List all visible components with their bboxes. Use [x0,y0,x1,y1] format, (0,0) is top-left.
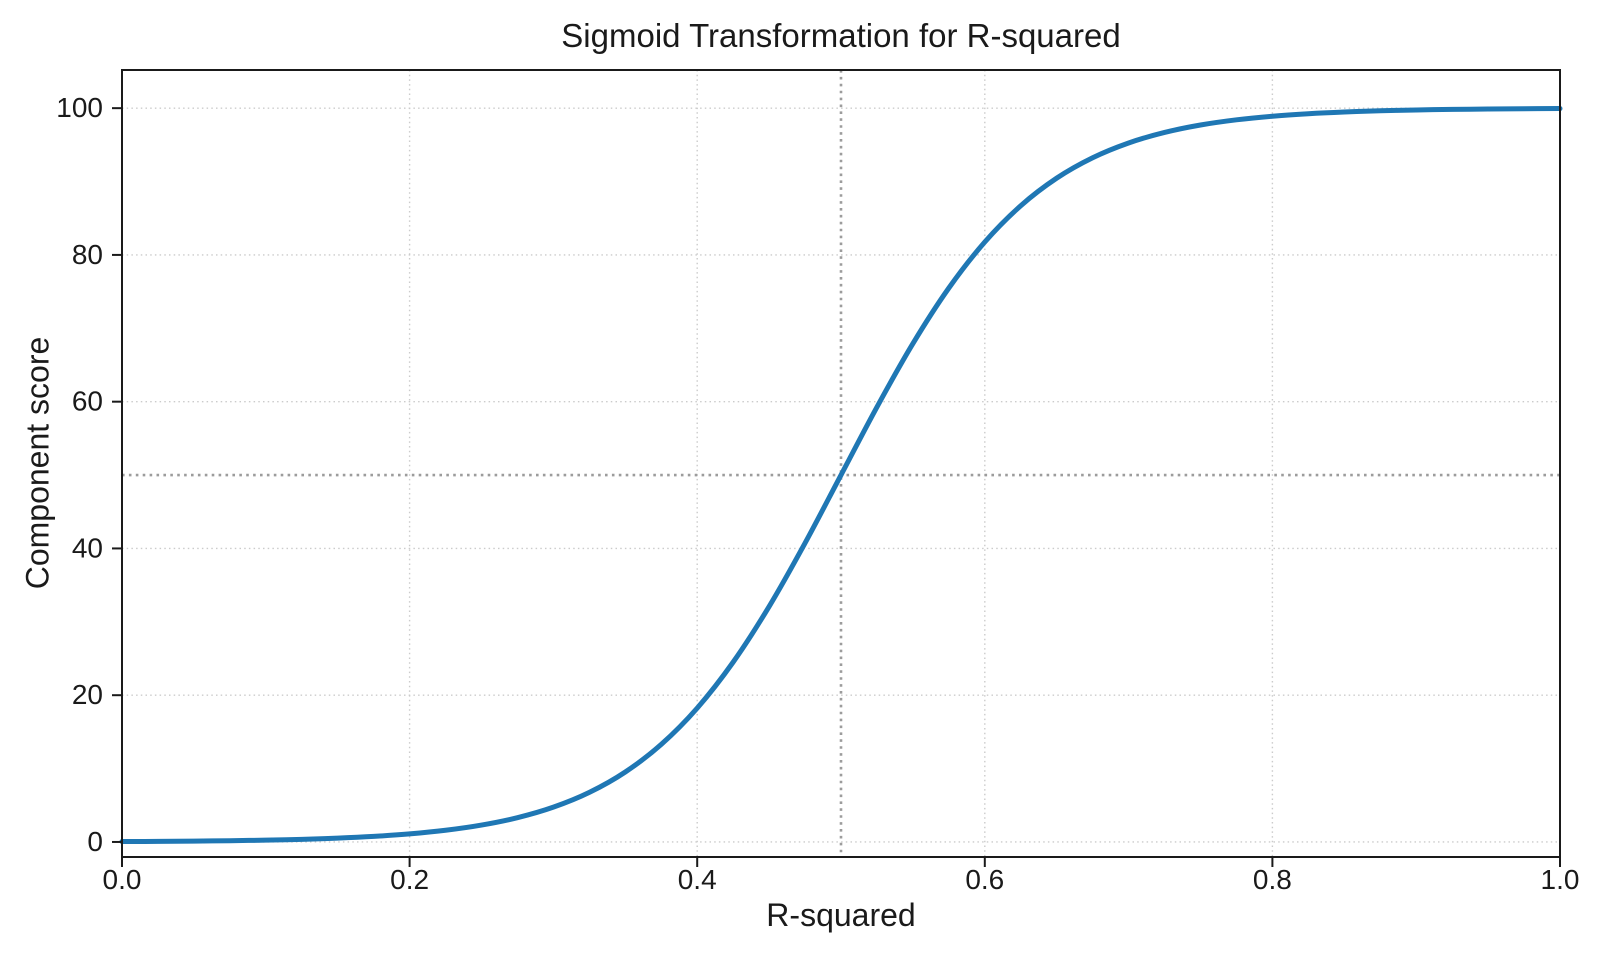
y-axis-label: Component score [19,336,56,590]
axes-frame [121,69,1561,858]
y-tick-label: 100 [56,92,103,123]
x-tick-label: 0.4 [678,864,717,895]
y-tick-label: 40 [72,532,103,563]
x-tick-label: 0.0 [103,864,142,895]
y-tick-label: 80 [72,239,103,270]
y-tick-label: 0 [87,826,103,857]
x-tick-label: 0.6 [965,864,1004,895]
x-tick-label: 0.2 [390,864,429,895]
y-tick-label: 20 [72,679,103,710]
x-axis-label: R-squared [766,897,916,933]
chart-title: Sigmoid Transformation for R-squared [561,17,1121,54]
sigmoid-curve [119,106,1563,845]
x-tick-label: 1.0 [1541,864,1580,895]
x-tick-label: 0.8 [1253,864,1292,895]
y-tick-label: 60 [72,386,103,417]
